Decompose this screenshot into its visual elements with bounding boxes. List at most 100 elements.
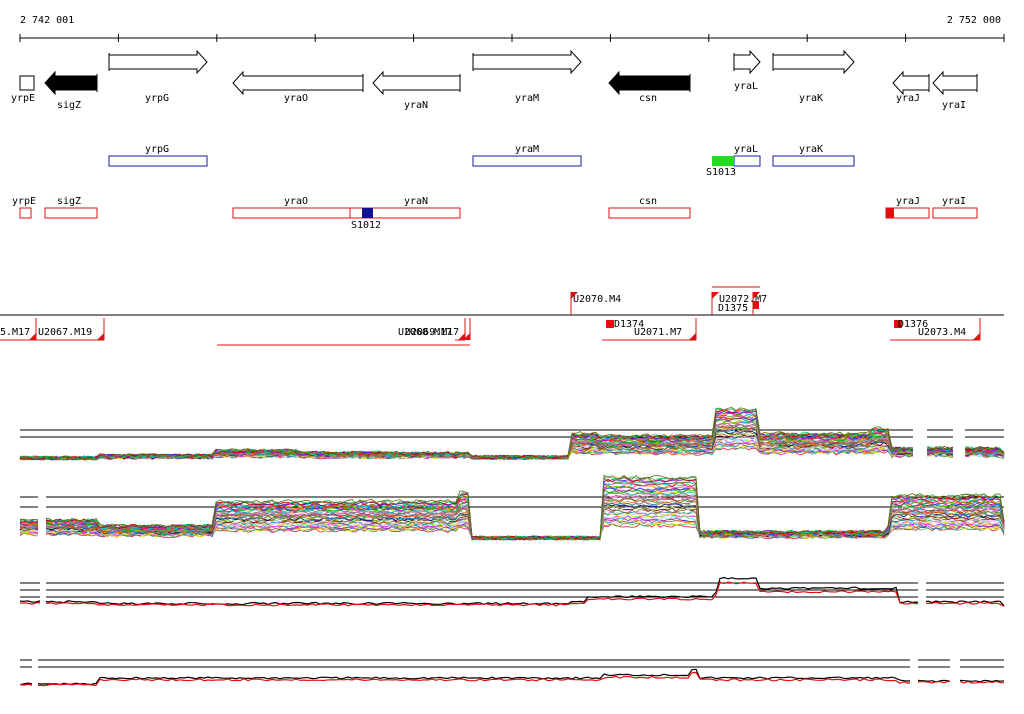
gene-yraL[interactable]: yraL [733,49,761,92]
transcript-yraO[interactable]: yraO [232,196,351,219]
upshift-flag [689,333,696,340]
transcript-yraK[interactable]: yraK [772,144,855,167]
upshift-flag [571,292,578,299]
upshift-block [894,320,902,328]
transcript-yraL[interactable]: yraL [733,144,761,167]
coordinate-ruler: 2 742 001 2 752 000 [19,15,1005,42]
gene-yrpE[interactable]: yrpE [11,75,35,104]
transcript-yraI[interactable]: yraI [932,196,978,219]
transcript-yrpE[interactable]: yrpE [12,196,36,219]
expression-series-line [19,668,1005,686]
segment-label: S1013 [706,167,736,178]
plus-strand-transcripts: yrpG yraM yraL yraK S1013 [108,144,855,178]
gene-yraN[interactable]: yraN [372,70,461,111]
gene-annotation-track: yrpE sigZ yrpG yraO yraN yraM csn yraL yraK yraJ y… [11,49,978,111]
transcript-box [19,207,32,219]
expression-track [19,465,1005,550]
transcript-csn[interactable]: csn [608,196,691,219]
expression-track [19,645,1005,702]
upshift-U2070.M4[interactable]: U2070.M4 [570,292,621,315]
gene-yraK[interactable]: yraK [772,49,855,104]
transcript-label: yrpE [12,196,36,207]
gene-label: yraJ [896,93,920,104]
upshift-label: U2070.M4 [573,294,621,305]
gene-arrow [733,49,761,75]
gene-label: sigZ [57,100,81,111]
gene-label: yrpE [11,93,35,104]
transcript-box [44,207,98,219]
transcript-box [932,207,978,219]
upshift-D1375[interactable]: D1375 [712,286,760,315]
segment-S1012[interactable]: S1012 [351,208,381,231]
transcript-label: yraJ [896,196,920,207]
gene-label: yraL [734,81,758,92]
upshift-label: U2067.M19 [38,327,92,338]
upshift-label: U2068.M17 [398,327,452,338]
gene-arrow [932,70,978,96]
upshift-flag [973,333,980,340]
gene-arrow [608,70,691,96]
gene-sigZ[interactable]: sigZ [44,70,98,111]
gene-yraI[interactable]: yraI [932,70,978,111]
upshift-block [606,320,614,328]
gene-arrow [892,70,930,96]
expression-series-line [19,576,1005,607]
track-gap [953,398,965,470]
gene-yraO[interactable]: yraO [232,70,364,104]
upshift-U2069.M17[interactable]: U2069.M17 [405,318,466,341]
transcript-box [349,207,461,219]
upshift-U2071.M7[interactable]: U2071.M7 [602,318,697,341]
gene-body [19,75,35,91]
upshift-flag [712,292,719,299]
gene-label: yrpG [145,93,169,104]
track-gap [32,645,38,702]
segment-block [712,156,734,166]
transcript-label: yraI [942,196,966,207]
expression-series-line [19,407,1005,461]
transcript-box [472,155,582,167]
transcript-label: yraO [284,196,308,207]
segment-block [362,208,373,218]
segment-S1013[interactable]: S1013 [706,156,736,178]
upshift-U2067.M19[interactable]: U2067.M19 [36,318,105,341]
ruler-end-label: 2 752 000 [947,15,1001,26]
transcript-box [608,207,691,219]
transcript-yrpG[interactable]: yrpG [108,144,208,167]
upshift-label: D1375 [718,303,748,314]
transcript-label: yrpG [145,144,169,155]
transcript-label: csn [639,196,657,207]
transcript-label: sigZ [57,196,81,207]
transcript-label: yraL [734,144,758,155]
gene-arrow [44,70,98,96]
transcript-box [772,155,855,167]
gene-label: yraN [404,100,428,111]
transcript-yraN[interactable]: yraN [349,196,461,219]
gene-yraM[interactable]: yraM [472,49,582,104]
transcript-label: yraM [515,144,539,155]
upshift-label: U2073.M4 [918,327,966,338]
track-gap [918,568,926,624]
gene-yrpG[interactable]: yrpG [108,49,208,104]
upshift-label: U2072.M7 [719,294,767,305]
upshift-5.M17[interactable]: 5.M17 [0,318,37,341]
upshift-label: D1376 [898,319,928,330]
gene-label: yraO [284,93,308,104]
transcript-yraM[interactable]: yraM [472,144,582,167]
gene-arrow [472,49,582,75]
gene-csn[interactable]: csn [608,70,691,104]
gene-label: yraM [515,93,539,104]
gene-arrow [372,70,461,96]
upshift-block [753,301,759,309]
expression-track [19,398,1005,470]
transcript-box [232,207,351,219]
gene-yraJ[interactable]: yraJ [892,70,930,104]
gene-label: yraK [799,93,823,104]
segment-label: S1012 [351,220,381,231]
upshift-U2073.M4[interactable]: U2073.M4 [890,318,981,341]
transcript-sigZ[interactable]: sigZ [44,196,98,219]
expression-tracks [19,398,1005,702]
transcript-box [108,155,208,167]
expression-series-line [19,581,1005,607]
